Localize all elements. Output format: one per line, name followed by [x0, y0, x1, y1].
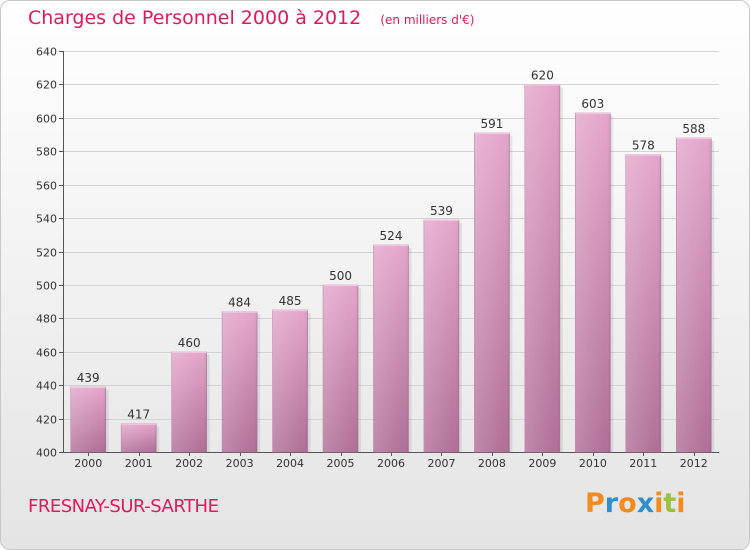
bar-highlight — [171, 351, 207, 452]
y-tick-label: 420 — [36, 414, 57, 427]
y-tick-label: 400 — [36, 447, 57, 460]
bar-highlight — [373, 244, 409, 452]
chart-title: Charges de Personnel 2000 à 2012 — [28, 7, 362, 29]
x-tick-label: 2000 — [74, 457, 102, 470]
place-name: FRESNAY-SUR-SARTHE — [28, 496, 219, 517]
x-tick-label: 2003 — [226, 457, 254, 470]
bar-highlight — [575, 112, 611, 452]
value-label: 578 — [632, 139, 655, 153]
x-tick-label: 2006 — [377, 457, 405, 470]
x-tick-label: 2007 — [427, 457, 455, 470]
logo-letter: i — [654, 488, 664, 519]
x-tick-label: 2009 — [528, 457, 556, 470]
value-label: 485 — [279, 294, 302, 308]
y-tick-label: 540 — [36, 213, 57, 226]
value-label: 484 — [228, 296, 251, 310]
bar-highlight — [323, 284, 359, 452]
labels: 400 420 440 460 480 500 520 540 560 580 600 620 640 4… — [36, 46, 708, 471]
bar-highlight — [70, 386, 106, 452]
value-label: 439 — [77, 371, 100, 385]
y-tick-label: 620 — [36, 79, 57, 92]
value-label: 620 — [531, 68, 554, 82]
title-row: Charges de Personnel 2000 à 2012 (en mil… — [28, 7, 474, 29]
proxiti-logo: Proxiti — [585, 488, 686, 519]
value-label: 500 — [329, 269, 352, 283]
logo-letter: o — [618, 488, 637, 519]
x-tick-label: 2011 — [629, 457, 657, 470]
logo-letter: i — [676, 488, 686, 519]
x-tick-label: 2010 — [579, 457, 607, 470]
y-tick-label: 440 — [36, 380, 57, 393]
x-tick-label: 2002 — [175, 457, 203, 470]
x-tick-label: 2005 — [327, 457, 355, 470]
bar-highlight — [222, 311, 258, 452]
y-tick-label: 560 — [36, 180, 57, 193]
bar-highlight — [676, 137, 712, 452]
bar-highlight — [524, 84, 560, 453]
value-label: 603 — [581, 97, 604, 111]
x-tick-label: 2001 — [125, 457, 153, 470]
y-tick-label: 480 — [36, 313, 57, 326]
value-label: 591 — [480, 117, 503, 131]
y-tick-label: 500 — [36, 280, 57, 293]
logo-letter: t — [663, 488, 677, 519]
value-label: 588 — [682, 122, 705, 136]
logo-letter: x — [636, 488, 655, 519]
x-tick-label: 2012 — [680, 457, 708, 470]
bar-highlight — [625, 154, 661, 452]
y-tick-label: 580 — [36, 146, 57, 159]
logo-letter: P — [585, 488, 605, 519]
value-label: 539 — [430, 204, 453, 218]
bar-highlight — [121, 423, 157, 452]
y-tick-label: 640 — [36, 46, 57, 59]
y-tick-label: 520 — [36, 247, 57, 260]
value-label: 417 — [127, 408, 150, 422]
axes — [59, 51, 719, 456]
y-tick-label: 460 — [36, 347, 57, 360]
logo-letter: r — [604, 488, 619, 519]
y-tick-label: 600 — [36, 113, 57, 126]
bar-highlight — [272, 309, 308, 452]
x-tick-label: 2008 — [478, 457, 506, 470]
x-tick-label: 2004 — [276, 457, 304, 470]
bar-highlight — [474, 132, 510, 452]
bars — [70, 84, 715, 453]
value-label: 524 — [380, 229, 403, 243]
value-label: 460 — [178, 336, 201, 350]
chart-subtitle: (en milliers d'€) — [380, 13, 475, 27]
bar-highlight — [423, 219, 459, 452]
